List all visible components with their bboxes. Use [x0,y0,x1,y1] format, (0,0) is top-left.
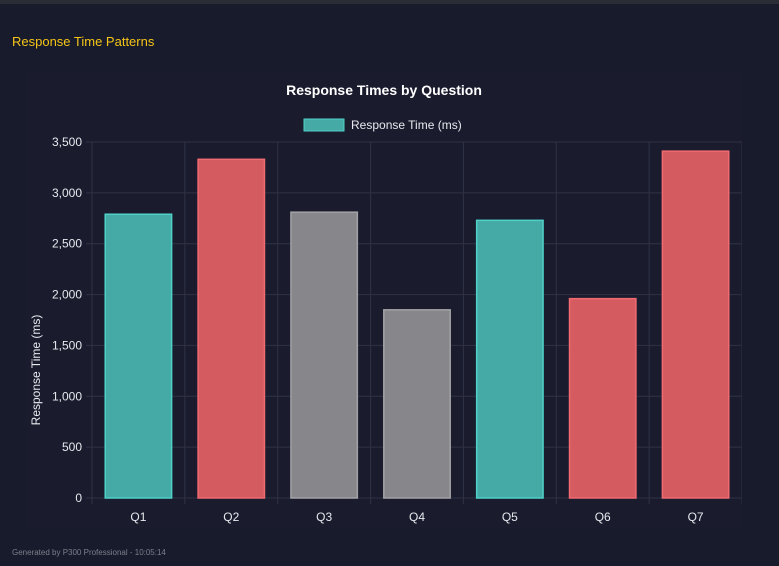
section-title: Response Time Patterns [12,34,155,49]
bar-q7[interactable] [661,150,730,499]
y-tick-label: 3,500 [52,135,82,149]
y-tick-label: 500 [62,440,82,454]
bar-q2[interactable] [197,158,266,499]
legend-swatch[interactable] [303,118,345,132]
x-tick-label: Q1 [130,510,146,524]
y-tick-label: 2,000 [52,288,82,302]
bar-q3[interactable] [290,211,359,499]
x-tick-label: Q3 [316,510,332,524]
chart-title: Response Times by Question [286,82,482,98]
y-axis-label: Response Time (ms) [29,315,43,426]
bar-q5[interactable] [475,219,544,499]
y-tick-label: 2,500 [52,237,82,251]
y-tick-label: 0 [75,491,82,505]
bar-q1[interactable] [104,213,173,499]
y-tick-label: 1,500 [52,338,82,352]
bar-q4[interactable] [383,309,451,499]
x-tick-label: Q7 [688,510,704,524]
y-tick-label: 3,000 [52,186,82,200]
x-tick-label: Q4 [409,510,425,524]
legend-label[interactable]: Response Time (ms) [351,118,462,132]
footer-text: Generated by P300 Professional - 10:05:1… [12,548,166,557]
chart-panel: Response Times by Question Response Time… [26,72,743,528]
y-tick-label: 1,000 [52,389,82,403]
x-tick-label: Q2 [223,510,239,524]
x-tick-label: Q6 [595,510,611,524]
bar-q6[interactable] [568,297,637,499]
x-tick-label: Q5 [502,510,518,524]
bar-chart: Response Times by Question Response Time… [29,82,743,524]
top-bar [0,0,779,4]
